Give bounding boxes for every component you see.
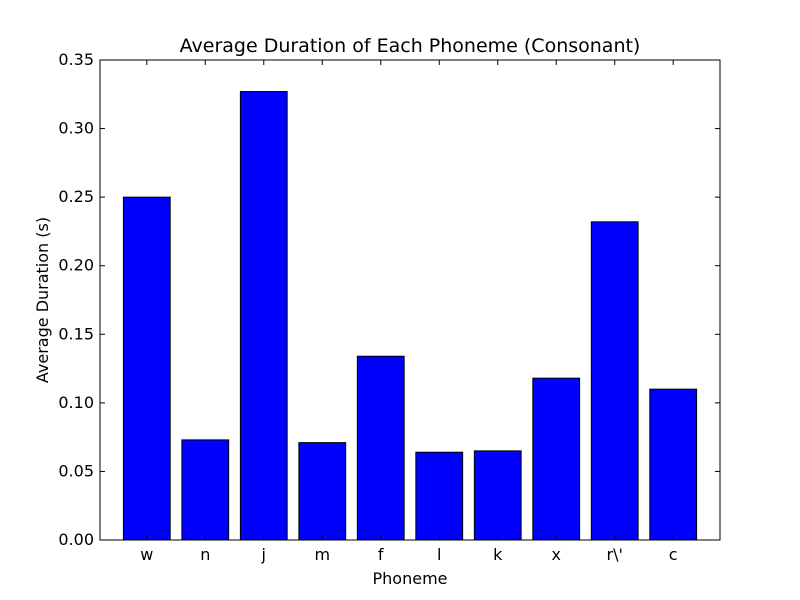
x-tick-label-5: l xyxy=(437,545,441,564)
x-tick-label-2: j xyxy=(261,545,266,564)
bar-0 xyxy=(122,196,171,541)
bar-5 xyxy=(415,451,464,541)
y-tick-label-2: 0.10 xyxy=(58,393,94,412)
y-tick-label-5: 0.25 xyxy=(58,187,94,206)
bar-1 xyxy=(181,439,230,541)
x-ticks-group: w n j m f l k x r\' c xyxy=(140,60,678,564)
y-ticks-group: 0.00 0.05 0.10 0.15 0.20 0.25 0.30 0.35 xyxy=(58,50,720,549)
x-tick-label-1: n xyxy=(200,545,210,564)
y-tick-label-3: 0.15 xyxy=(58,324,94,343)
chart-title: Average Duration of Each Phoneme (Conson… xyxy=(180,35,641,57)
x-tick-label-4: f xyxy=(378,545,384,564)
bar-6 xyxy=(473,450,522,541)
x-axis-label: Phoneme xyxy=(373,569,448,588)
y-axis-label: Average Duration (s) xyxy=(33,217,52,383)
y-tick-label-6: 0.30 xyxy=(58,119,94,138)
plot-frame xyxy=(99,59,721,541)
y-tick-label-7: 0.35 xyxy=(58,50,94,69)
x-tick-label-6: k xyxy=(493,545,503,564)
bar-4 xyxy=(356,355,405,541)
y-tick-label-4: 0.20 xyxy=(58,256,94,275)
bar-8 xyxy=(590,221,639,541)
bar-7 xyxy=(532,377,581,541)
y-tick-label-0: 0.00 xyxy=(58,530,94,549)
x-tick-label-3: m xyxy=(314,545,330,564)
bar-9 xyxy=(649,388,698,541)
x-tick-label-9: c xyxy=(669,545,678,564)
x-tick-label-0: w xyxy=(140,545,153,564)
y-tick-label-1: 0.05 xyxy=(58,461,94,480)
bars-group xyxy=(122,91,698,541)
x-tick-label-8: r\' xyxy=(607,545,623,564)
bar-3 xyxy=(298,442,347,541)
bar-2 xyxy=(239,91,288,541)
x-tick-label-7: x xyxy=(551,545,560,564)
